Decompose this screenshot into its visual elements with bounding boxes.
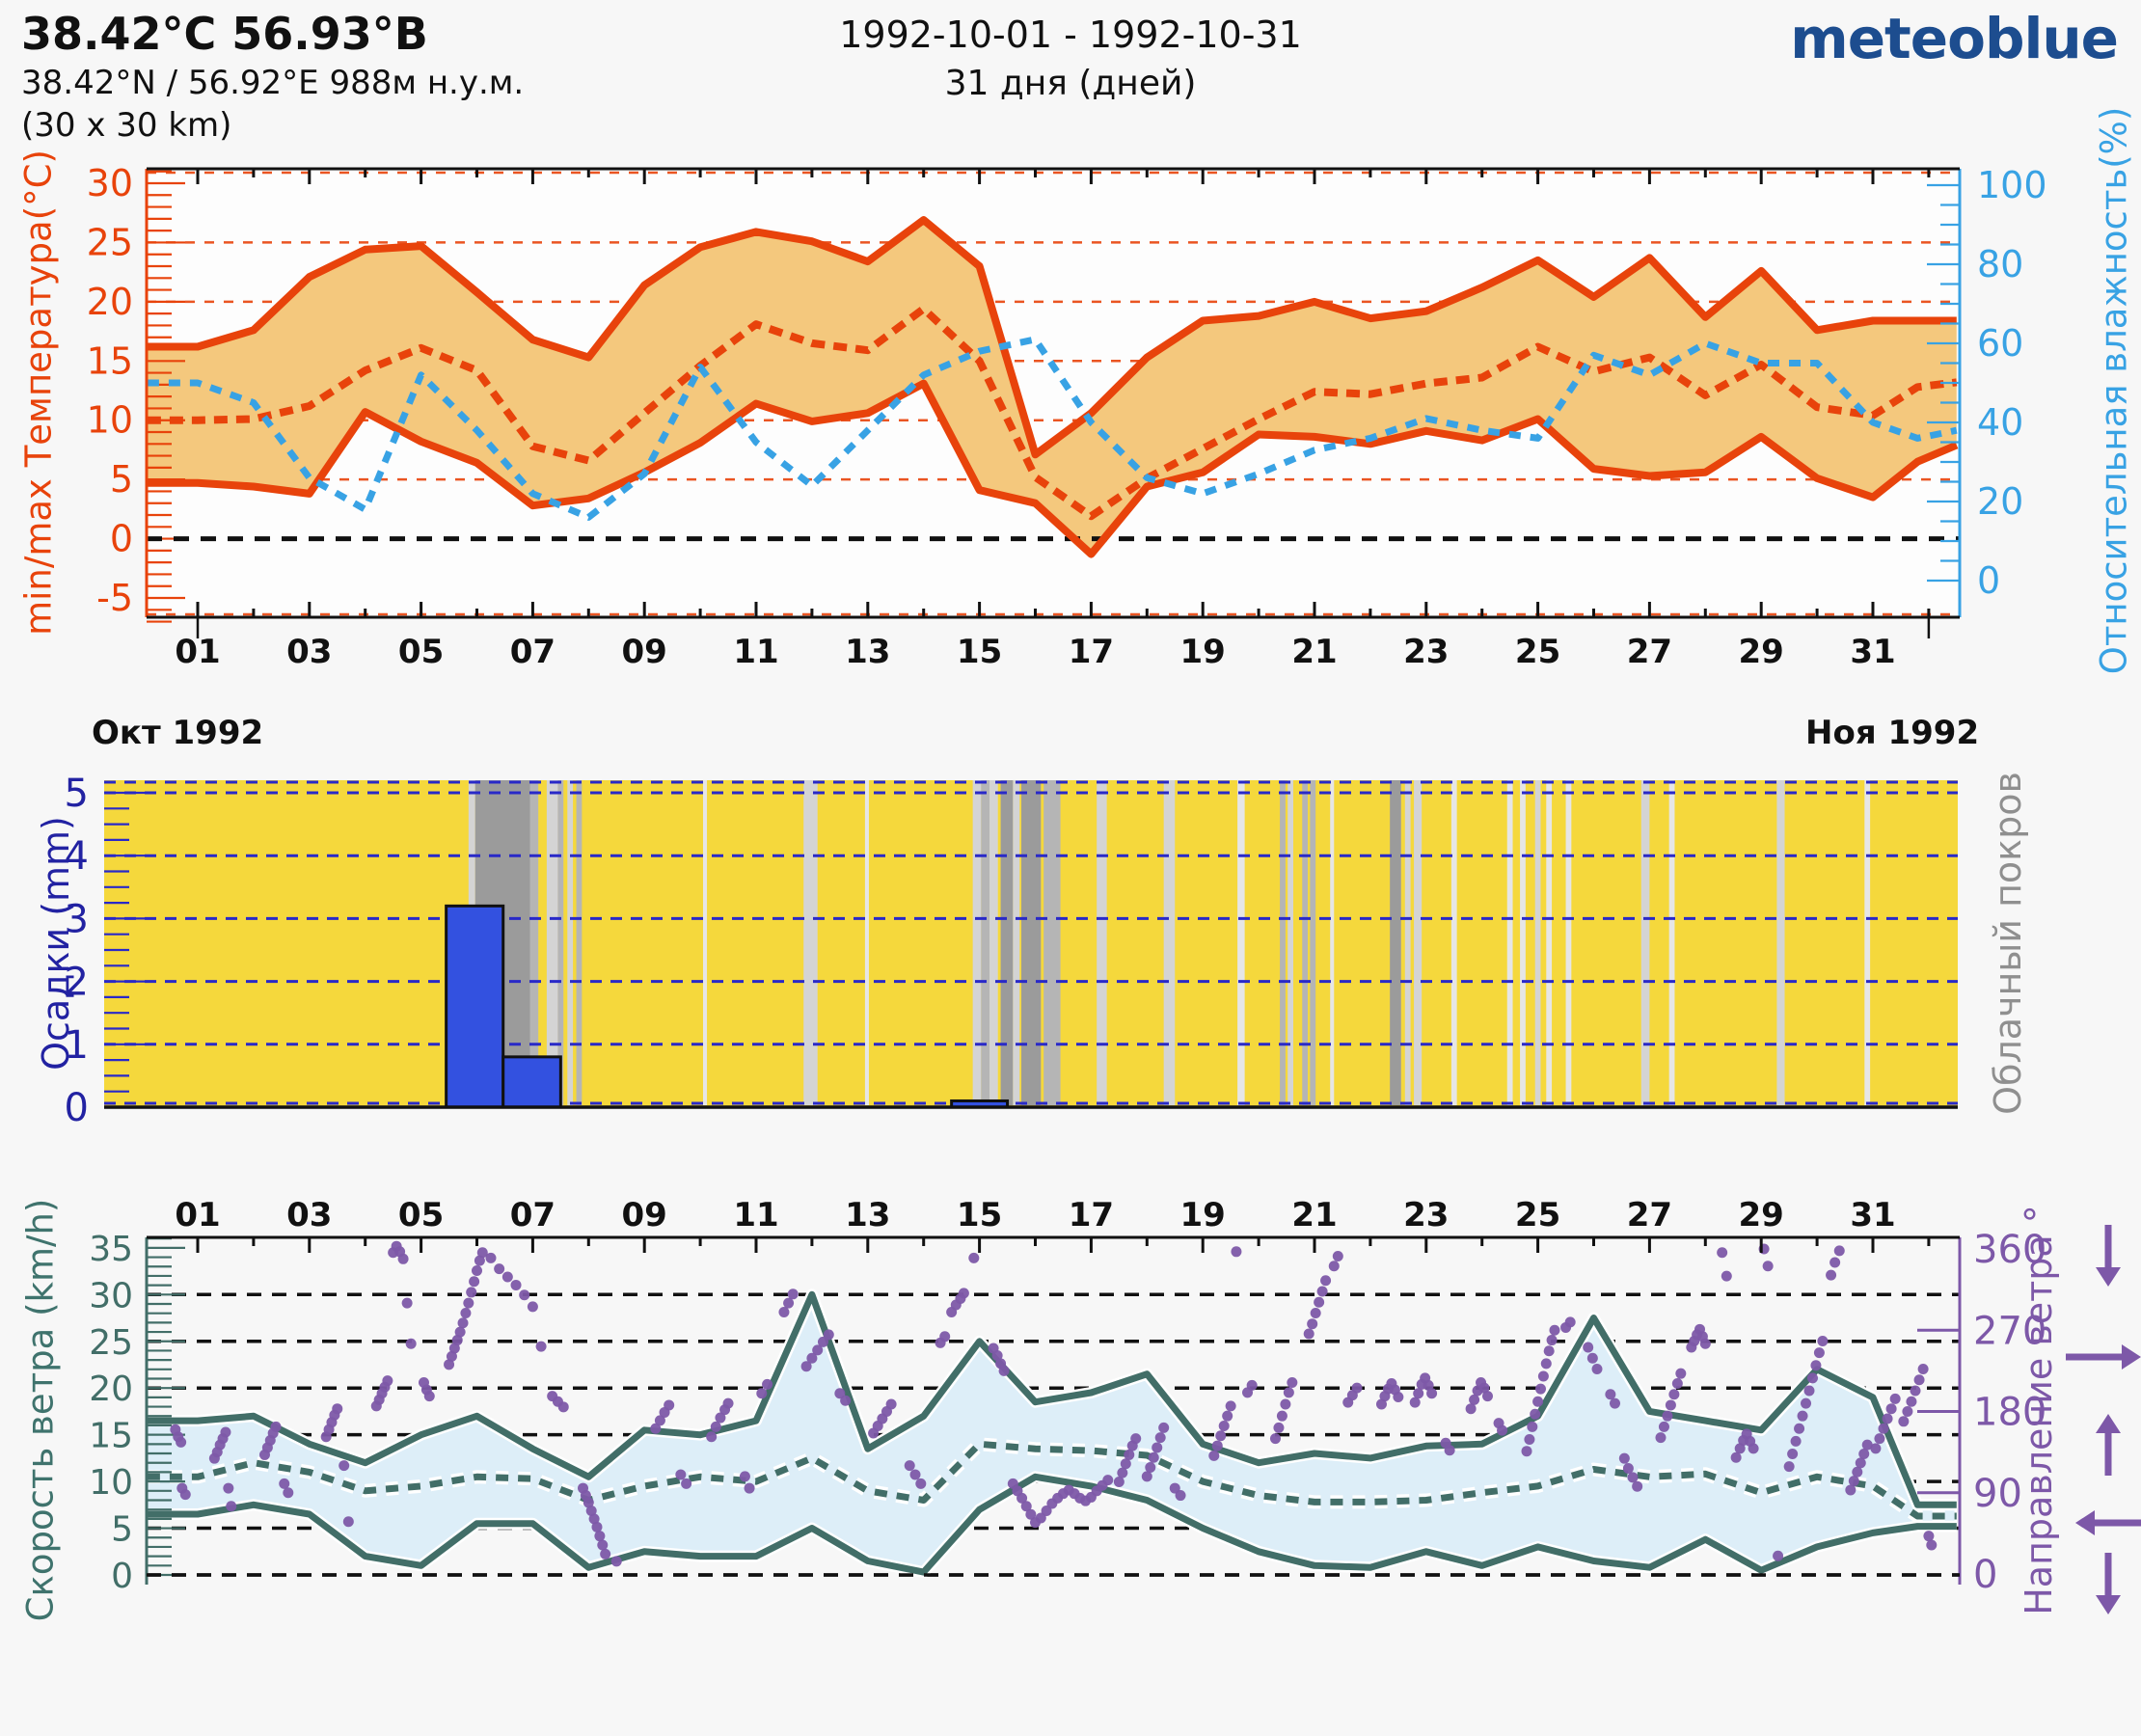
svg-text:270: 270 xyxy=(1973,1309,2046,1353)
svg-text:0: 0 xyxy=(65,1086,89,1130)
day-tick-label: 13 xyxy=(845,633,891,671)
svg-text:30: 30 xyxy=(87,162,133,204)
svg-text:360: 360 xyxy=(1973,1228,2046,1272)
location-title: 38.42°С 56.93°В xyxy=(21,8,428,60)
day-tick-label: 15 xyxy=(956,1196,1003,1234)
svg-text:0: 0 xyxy=(1977,559,2000,602)
svg-text:5: 5 xyxy=(110,458,133,501)
svg-text:60: 60 xyxy=(1977,322,2023,365)
svg-text:80: 80 xyxy=(1977,243,2023,285)
day-tick-label: 15 xyxy=(956,633,1003,671)
svg-text:20: 20 xyxy=(89,1370,133,1409)
day-tick-label: 27 xyxy=(1626,1196,1673,1234)
day-tick-label: 03 xyxy=(286,633,333,671)
day-tick-label: 09 xyxy=(621,633,667,671)
svg-text:3: 3 xyxy=(65,897,89,941)
precipitation-cloud-chart: 5 4 3 2 1 0 xyxy=(65,772,1958,1130)
temperature-humidity-chart: 30 25 20 15 10 5 0 -5 100 80 60 40 20 0 xyxy=(87,162,2047,638)
svg-text:25: 25 xyxy=(89,1323,133,1363)
svg-text:180: 180 xyxy=(1973,1391,2046,1435)
day-tick-label: 05 xyxy=(397,633,445,671)
day-tick-label: 07 xyxy=(509,633,556,671)
date-range: 1992-10-01 - 1992-10-31 xyxy=(839,14,1302,56)
svg-text:10: 10 xyxy=(87,399,133,442)
day-tick-label: 11 xyxy=(733,633,779,671)
day-tick-label: 13 xyxy=(845,1196,891,1234)
svg-text:4: 4 xyxy=(65,834,89,879)
day-tick-label: 27 xyxy=(1626,633,1673,671)
month-label-end: Ноя 1992 xyxy=(1805,714,1980,752)
day-tick-label: 23 xyxy=(1403,633,1450,671)
svg-text:2: 2 xyxy=(65,961,89,1005)
svg-text:1: 1 xyxy=(65,1023,89,1068)
wind-direction-arrow-icons xyxy=(2066,1225,2141,1614)
day-tick-label: 03 xyxy=(286,1196,333,1234)
day-tick-label: 25 xyxy=(1514,633,1561,671)
day-count: 31 дня (дней) xyxy=(944,64,1197,103)
period-header: 1992-10-01 - 1992-10-31 31 дня (дней) xyxy=(733,14,1408,103)
day-tick-label: 17 xyxy=(1068,1196,1115,1234)
svg-text:30: 30 xyxy=(89,1276,133,1316)
svg-text:-5: -5 xyxy=(96,577,133,619)
day-tick-label: 31 xyxy=(1850,633,1896,671)
day-tick-label: 21 xyxy=(1291,633,1338,671)
day-tick-label: 05 xyxy=(397,1196,445,1234)
svg-text:25: 25 xyxy=(87,221,133,263)
day-tick-label: 09 xyxy=(621,1196,667,1234)
svg-text:40: 40 xyxy=(1977,401,2023,444)
day-tick-label: 17 xyxy=(1068,633,1115,671)
svg-text:35: 35 xyxy=(89,1230,133,1269)
month-label-start: Окт 1992 xyxy=(92,714,264,752)
day-tick-label: 23 xyxy=(1403,1196,1450,1234)
svg-text:0: 0 xyxy=(111,1557,133,1596)
day-tick-label: 07 xyxy=(509,1196,556,1234)
svg-text:0: 0 xyxy=(1973,1553,1997,1597)
svg-text:10: 10 xyxy=(89,1463,133,1503)
day-tick-label: 25 xyxy=(1514,1196,1561,1234)
svg-text:20: 20 xyxy=(87,281,133,323)
svg-text:20: 20 xyxy=(1977,480,2023,523)
svg-text:15: 15 xyxy=(89,1417,133,1456)
day-tick-label: 21 xyxy=(1291,1196,1338,1234)
day-tick-label: 29 xyxy=(1738,633,1784,671)
svg-text:0: 0 xyxy=(110,518,133,560)
wind-direction-scatter xyxy=(170,1240,1938,1567)
wind-chart: 35 30 25 20 15 10 5 0 360 270 180 90 0 xyxy=(89,1225,2141,1614)
svg-text:100: 100 xyxy=(1977,164,2047,206)
svg-text:5: 5 xyxy=(65,772,89,816)
location-area: (30 x 30 km) xyxy=(21,106,232,145)
day-tick-label: 19 xyxy=(1179,1196,1226,1234)
day-tick-label: 19 xyxy=(1179,633,1226,671)
day-tick-label: 31 xyxy=(1850,1196,1896,1234)
meteoblue-logo: meteoblue xyxy=(1790,6,2119,71)
svg-text:15: 15 xyxy=(87,339,133,382)
day-tick-label: 29 xyxy=(1738,1196,1784,1234)
svg-text:5: 5 xyxy=(111,1510,133,1550)
svg-text:90: 90 xyxy=(1973,1472,2022,1516)
day-tick-label: 11 xyxy=(733,1196,779,1234)
day-tick-label: 01 xyxy=(175,633,221,671)
location-coords: 38.42°N / 56.92°E 988м н.у.м. xyxy=(21,64,525,102)
day-tick-label: 01 xyxy=(175,1196,221,1234)
